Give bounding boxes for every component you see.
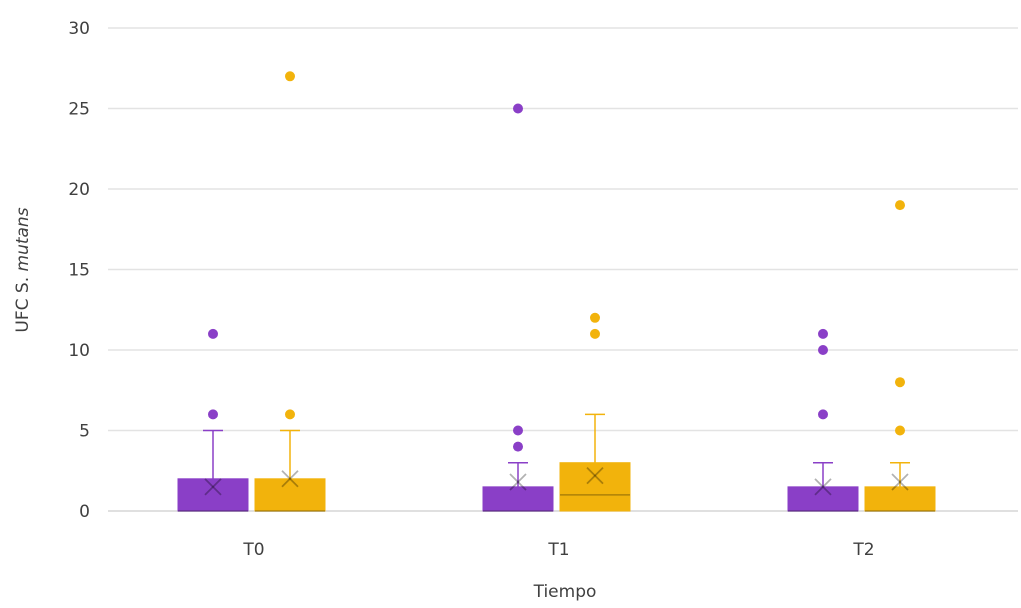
mean-marker xyxy=(586,466,604,485)
y-tick-label: 25 xyxy=(68,100,90,120)
mean-marker xyxy=(814,478,832,496)
y-axis-ticks: 0 5 10 15 20 25 30 xyxy=(68,19,90,522)
box xyxy=(254,478,326,512)
box xyxy=(177,478,249,512)
outlier-point xyxy=(285,409,295,420)
mean-marker xyxy=(814,478,832,496)
x-tick-label: T2 xyxy=(852,540,874,560)
mean-marker xyxy=(891,473,909,491)
y-tick-label: 10 xyxy=(68,341,90,361)
mean-marker xyxy=(891,473,909,491)
box-group xyxy=(482,103,554,512)
gridlines xyxy=(108,27,1018,512)
mean-marker xyxy=(204,478,222,496)
outlier-point xyxy=(208,409,218,420)
y-axis-title-prefix: UFC S. xyxy=(13,271,33,332)
mean-marker xyxy=(281,470,299,488)
x-tick-label: T0 xyxy=(242,540,264,560)
y-tick-label: 5 xyxy=(79,422,90,442)
box xyxy=(482,486,554,512)
y-tick-label: 20 xyxy=(68,180,90,200)
outlier-point xyxy=(513,103,523,114)
outlier-point xyxy=(208,328,218,339)
y-axis-title: UFC S. mutans xyxy=(13,207,33,332)
box-series xyxy=(177,71,936,512)
box-group xyxy=(177,328,249,512)
y-tick-label: 0 xyxy=(79,502,90,522)
box xyxy=(559,462,631,512)
x-axis-title: Tiempo xyxy=(533,582,597,602)
outlier-point xyxy=(285,71,295,82)
box-group xyxy=(559,312,631,512)
outlier-point xyxy=(818,409,828,420)
outlier-point xyxy=(513,425,523,436)
mean-marker xyxy=(204,478,222,496)
mean-marker xyxy=(509,473,527,491)
outlier-point xyxy=(590,328,600,339)
box xyxy=(787,486,859,512)
outlier-point xyxy=(895,200,905,211)
outlier-point xyxy=(895,425,905,436)
outlier-point xyxy=(590,312,600,323)
y-tick-label: 30 xyxy=(68,19,90,39)
outlier-point xyxy=(818,328,828,339)
y-tick-label: 15 xyxy=(68,261,90,281)
x-axis-ticks: T0 T1 T2 xyxy=(242,540,874,560)
x-tick-label: T1 xyxy=(547,540,569,560)
outlier-point xyxy=(513,441,523,452)
box xyxy=(864,486,936,512)
box-group xyxy=(787,328,859,512)
mean-marker xyxy=(509,473,527,491)
y-axis-title-italic: mutans xyxy=(13,207,33,271)
mean-marker xyxy=(586,466,604,485)
outlier-point xyxy=(818,345,828,355)
outlier-point xyxy=(895,377,905,388)
box-group xyxy=(254,71,326,512)
box-group xyxy=(864,200,936,512)
mean-marker xyxy=(281,470,299,488)
